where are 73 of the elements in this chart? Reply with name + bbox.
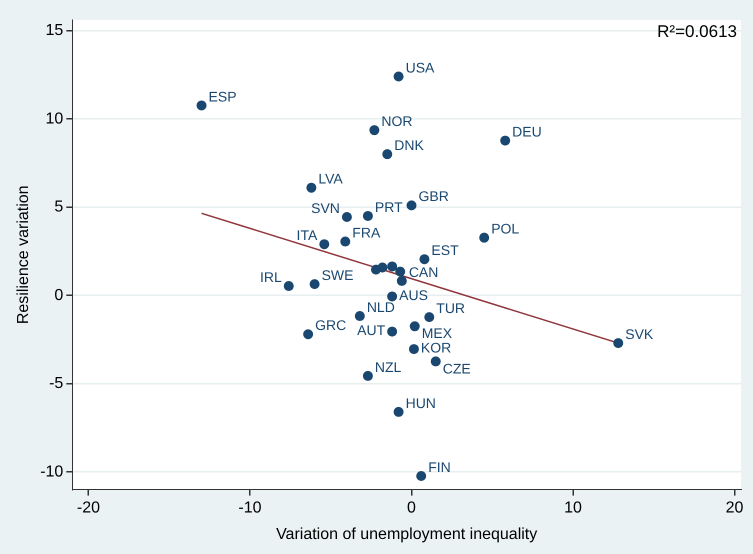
data-label: FIN	[428, 458, 451, 475]
y-tick-label: -10	[40, 463, 64, 480]
data-label: SVK	[625, 326, 654, 342]
data-label: NZL	[374, 358, 402, 375]
point	[410, 321, 420, 332]
x-tick-label: -10	[238, 500, 262, 517]
point	[362, 210, 373, 221]
data-label: DNK	[394, 137, 424, 154]
point	[395, 266, 406, 277]
point	[340, 236, 350, 247]
y-axis-title: Resilience variation	[15, 185, 32, 324]
point	[406, 200, 417, 210]
annotation: R²=0.0613	[657, 22, 737, 42]
point	[613, 338, 624, 348]
y-tick-label: 15	[46, 22, 64, 39]
point	[424, 312, 434, 322]
data-label: EST	[431, 242, 460, 258]
data-label: PRT	[374, 198, 404, 215]
y-tick-label: -5	[49, 375, 64, 392]
point	[342, 212, 352, 222]
point	[369, 125, 380, 136]
data-label: NOR	[381, 113, 412, 130]
data-label: CAN	[408, 264, 438, 280]
point	[284, 281, 294, 292]
point	[354, 311, 365, 322]
point	[408, 344, 419, 354]
point	[303, 329, 314, 340]
x-tick-label: 10	[564, 500, 582, 517]
x-tick-label: -20	[76, 500, 100, 517]
point	[319, 239, 330, 250]
point	[394, 71, 404, 82]
point	[387, 291, 398, 302]
data-label: HUN	[406, 394, 436, 411]
x-tick-label: 0	[407, 500, 416, 517]
point	[377, 262, 388, 273]
data-label: SWE	[322, 266, 354, 283]
data-label: FRA	[352, 224, 381, 240]
data-label: IRL	[260, 268, 282, 285]
point	[479, 232, 490, 243]
data-label: ESP	[208, 88, 237, 104]
point	[196, 100, 207, 110]
data-label: USA	[406, 59, 436, 76]
data-label: MEX	[422, 325, 453, 342]
x-tick-label: 20	[726, 500, 744, 517]
data-label: LVA	[318, 170, 344, 187]
point	[362, 370, 373, 381]
point	[416, 471, 426, 482]
point	[387, 261, 398, 272]
data-label: AUT	[357, 322, 386, 338]
point	[310, 279, 320, 290]
data-label: GRC	[315, 317, 346, 334]
data-label: DEU	[512, 123, 542, 140]
point	[419, 254, 430, 264]
point	[500, 136, 510, 146]
data-label: CZE	[442, 360, 471, 376]
data-label: POL	[491, 220, 520, 237]
point	[396, 276, 407, 286]
point	[430, 356, 441, 366]
point	[387, 326, 398, 337]
y-tick-label: 0	[54, 286, 64, 304]
data-label: GBR	[418, 188, 449, 204]
data-label: AUS	[399, 286, 428, 303]
x-axis-title: Variation of unemployment inequality	[276, 526, 538, 543]
point	[394, 406, 404, 417]
data-label: TUR	[436, 300, 466, 316]
point	[382, 149, 392, 160]
y-tick-label: 10	[46, 110, 64, 128]
data-label: ITA	[296, 227, 318, 244]
data-label: SVN	[311, 200, 340, 216]
data-label: KOR	[420, 339, 452, 356]
point	[306, 182, 316, 193]
data-label: NLD	[366, 298, 395, 315]
y-tick-label: 5	[54, 198, 64, 216]
